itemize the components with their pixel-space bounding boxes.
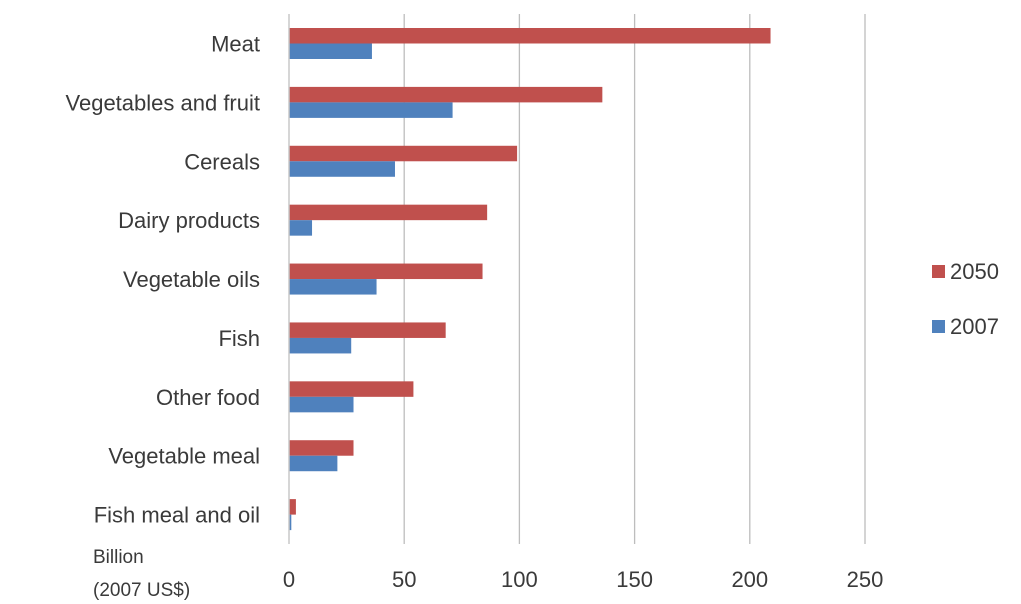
legend-swatch-2050 — [932, 265, 945, 278]
bar-2007-5 — [289, 337, 352, 354]
x-axis-unit-label: Billion (2007 US$) — [93, 547, 190, 601]
bar-2050-1 — [289, 86, 603, 103]
bar-2050-6 — [289, 381, 414, 397]
tick-label-100: 100 — [501, 567, 538, 592]
bar-2007-1 — [289, 102, 453, 118]
legend: 2050 2007 — [932, 259, 999, 339]
bar-2007-7 — [289, 455, 338, 472]
bar-2050-2 — [289, 145, 518, 162]
bar-2007-0 — [289, 43, 372, 59]
bar-2050-5 — [289, 322, 446, 338]
bar-2007-3 — [289, 220, 313, 236]
bar-2050-4 — [289, 263, 483, 280]
legend-label-2007: 2007 — [950, 314, 999, 339]
x-tick-labels: 0 50 100 150 200 250 — [283, 567, 883, 592]
tick-label-200: 200 — [731, 567, 768, 592]
bar-2007-4 — [289, 279, 377, 295]
bar-2007-2 — [289, 161, 395, 177]
bar-2050-0 — [289, 28, 771, 44]
category-label-0: Meat — [211, 32, 260, 57]
bar-2007-6 — [289, 396, 354, 413]
tick-label-250: 250 — [847, 567, 884, 592]
tick-label-150: 150 — [616, 567, 653, 592]
bar-2050-8 — [289, 499, 296, 515]
category-label-4: Vegetable oils — [123, 267, 260, 292]
category-label-5: Fish — [218, 326, 260, 351]
unit-label-line-2: (2007 US$) — [93, 580, 190, 601]
bar-2050-3 — [289, 204, 488, 221]
bars — [289, 28, 771, 531]
bar-2050-7 — [289, 440, 354, 456]
category-label-6: Other food — [156, 385, 260, 410]
category-label-8: Fish meal and oil — [94, 503, 260, 528]
legend-label-2050: 2050 — [950, 259, 999, 284]
tick-label-50: 50 — [392, 567, 416, 592]
tick-label-0: 0 — [283, 567, 295, 592]
bar-2007-8 — [289, 514, 292, 531]
category-labels: Meat Vegetables and fruit Cereals Dairy pro… — [66, 32, 260, 528]
category-label-1: Vegetables and fruit — [66, 90, 260, 115]
category-label-2: Cereals — [184, 149, 260, 174]
unit-label-line-1: Billion — [93, 547, 144, 568]
legend-swatch-2007 — [932, 320, 945, 333]
category-label-3: Dairy products — [118, 208, 260, 233]
category-label-7: Vegetable meal — [108, 444, 260, 469]
